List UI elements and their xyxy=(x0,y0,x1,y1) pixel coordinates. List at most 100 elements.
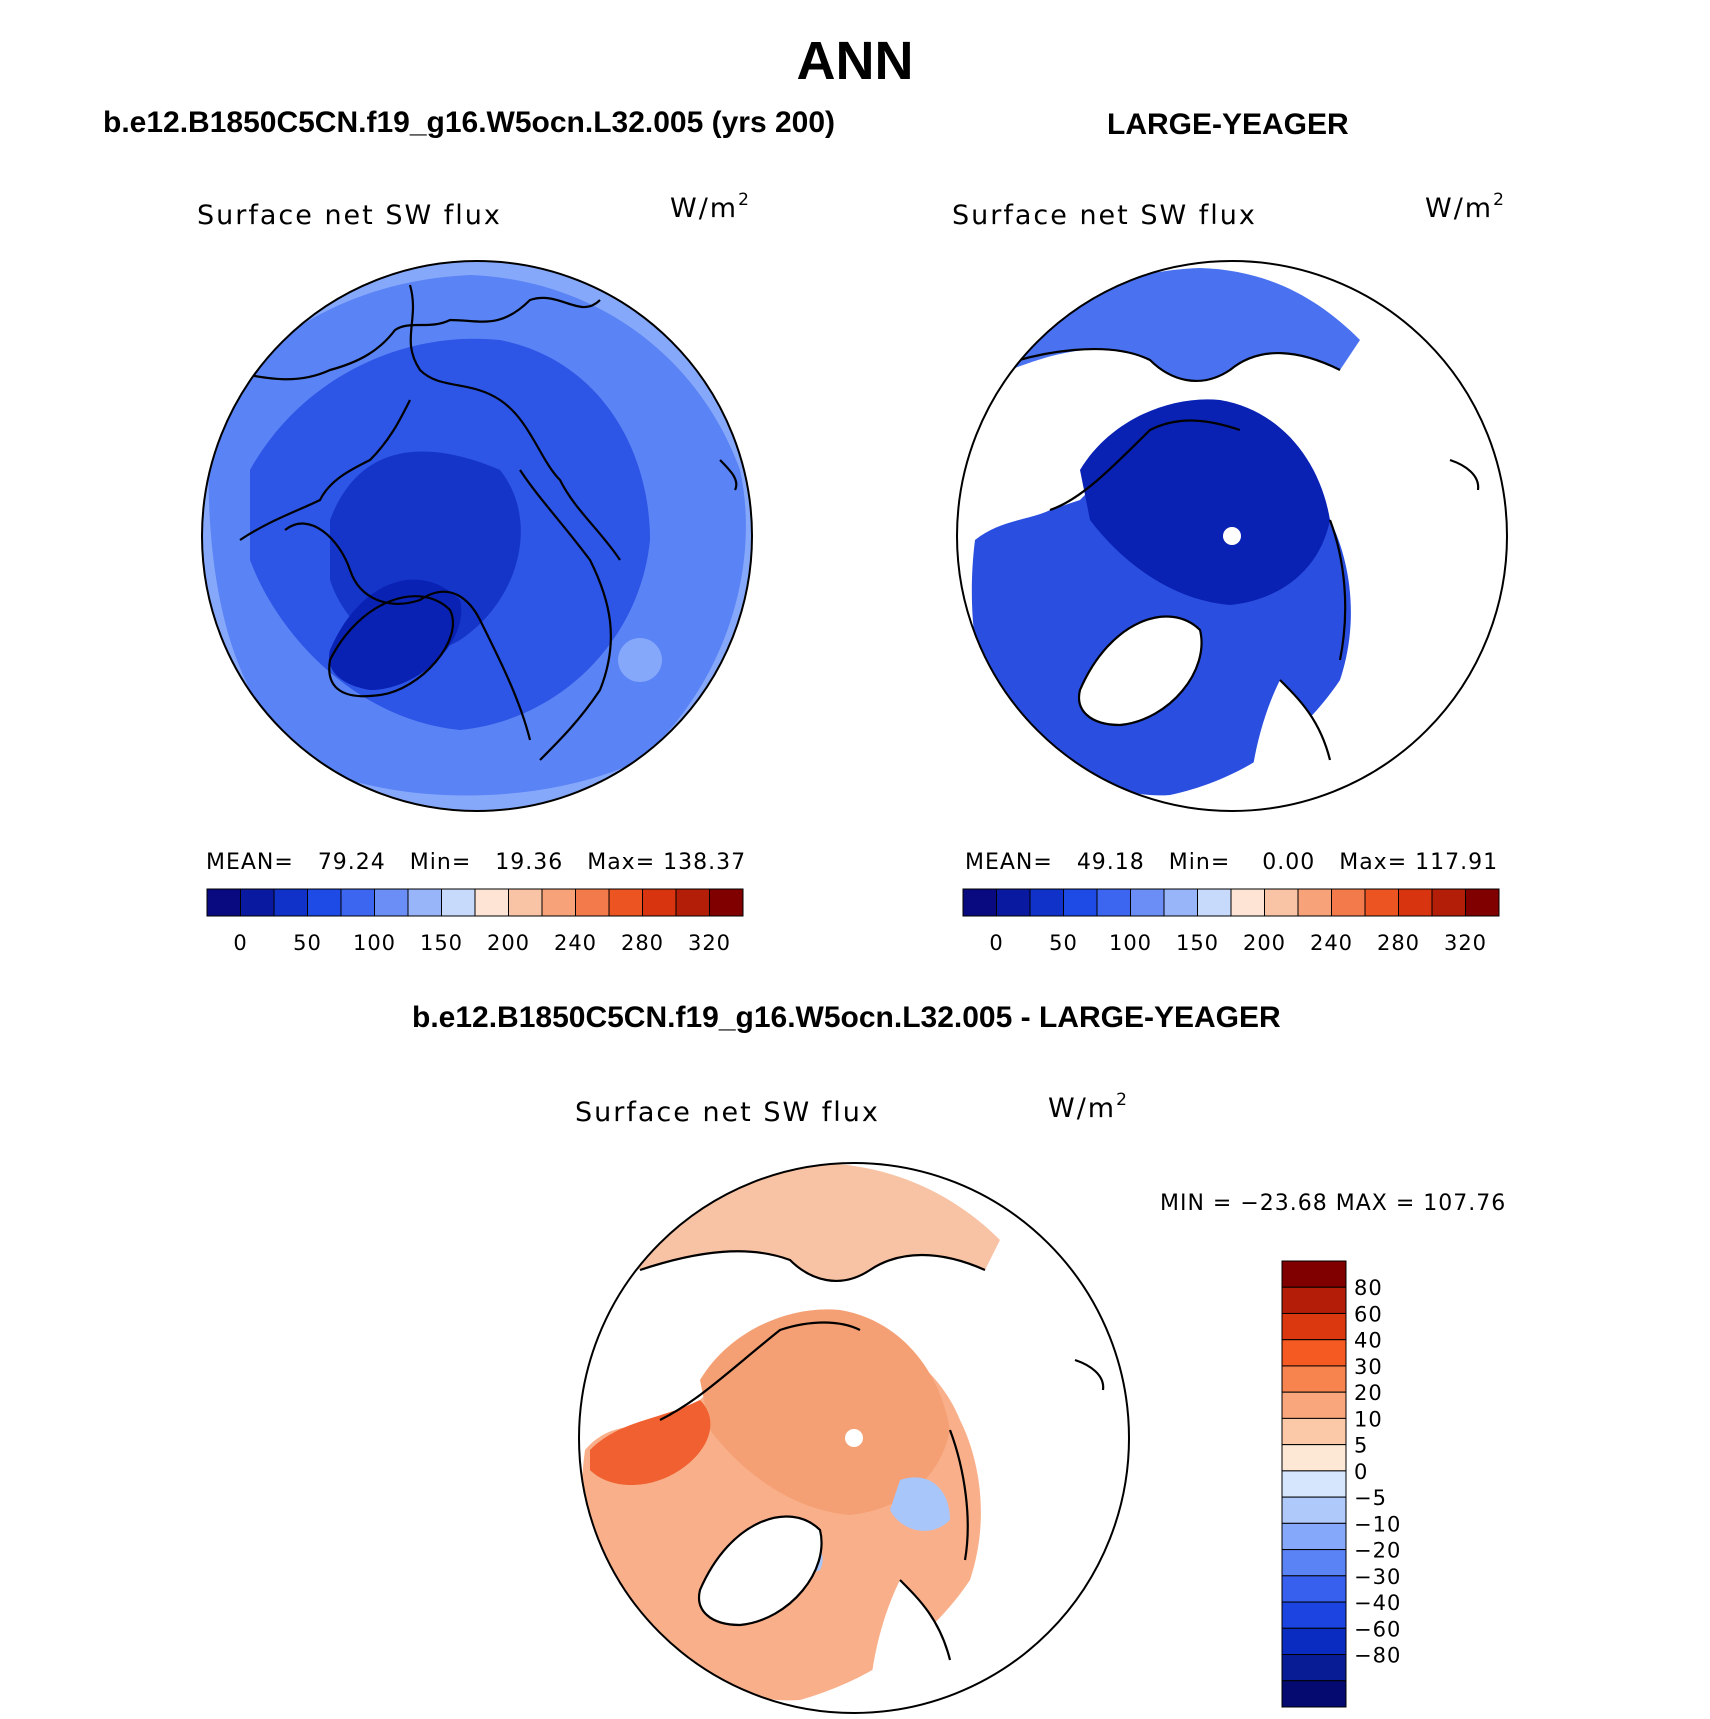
colorbar-difference-tick-label: −40 xyxy=(1354,1591,1401,1615)
panel-1-mean-label: MEAN= xyxy=(206,850,294,875)
colorbar-difference-tick-label: −10 xyxy=(1354,1512,1401,1536)
panel-2-map xyxy=(957,261,1507,811)
colorbar-panel-1-tick-label: 150 xyxy=(420,931,463,955)
colorbar-difference-swatch xyxy=(1281,1549,1347,1577)
panel-1-map-border xyxy=(201,260,753,812)
colorbar-panel-1-swatch xyxy=(508,888,543,917)
diff-case-label: b.e12.B1850C5CN.f19_g16.W5ocn.L32.005 - … xyxy=(412,1001,1281,1034)
panel-1-coastlines xyxy=(234,284,738,761)
colorbar-panel-1-swatch xyxy=(374,888,409,917)
colorbar-panel-1-swatch xyxy=(709,888,744,917)
colorbar-difference-tick-label: −80 xyxy=(1354,1644,1401,1668)
colorbar-panel-1-tick-label: 280 xyxy=(621,931,664,955)
colorbar-difference-tick-label: 5 xyxy=(1354,1434,1368,1458)
colorbar-panel-2-swatch xyxy=(1398,888,1433,917)
panel-2-max-label: Max= xyxy=(1339,850,1408,875)
diff-map-border xyxy=(578,1162,1130,1714)
colorbar-difference-swatch xyxy=(1281,1417,1347,1446)
panel-1-min-label: Min= xyxy=(409,850,472,875)
colorbar-panel-2-swatch xyxy=(1163,888,1198,917)
panel-2-units-text: W/m xyxy=(1425,193,1494,224)
diff-units-text: W/m xyxy=(1048,1093,1117,1124)
colorbar-panel-1-swatch xyxy=(441,888,476,917)
panel-1-max-label: Max= xyxy=(587,850,656,875)
panel-2-max-value: 117.91 xyxy=(1415,850,1499,875)
diff-units: W/m2 xyxy=(1048,1090,1127,1124)
diff-map xyxy=(579,1163,1129,1713)
colorbar-panel-1-tick-label: 0 xyxy=(233,931,247,955)
colorbar-difference-tick-label: 60 xyxy=(1354,1302,1383,1326)
colorbar-panel-2: 0 50 100 150 200 240 280 320 xyxy=(962,888,1500,955)
colorbar-difference-tick-label: 30 xyxy=(1354,1355,1383,1379)
panel-2-arctic-ocean xyxy=(1080,399,1330,605)
colorbar-panel-1-tick-label: 200 xyxy=(487,931,530,955)
colorbar-panel-2-swatch xyxy=(1364,888,1399,917)
panel-2-pole-hole xyxy=(1223,527,1241,545)
colorbar-panel-1-swatch xyxy=(575,888,610,917)
colorbar-difference-tick-label: −20 xyxy=(1354,1539,1401,1563)
colorbar-difference-tick-label: −60 xyxy=(1354,1617,1401,1641)
diff-field-cool xyxy=(890,1477,950,1531)
colorbar-panel-1: 0 50 100 150 200 240 280 320 xyxy=(206,888,744,955)
colorbar-panel-1-swatch xyxy=(240,888,275,917)
panel-2-mean-label: MEAN= xyxy=(965,850,1053,875)
panel-1-units-text: W/m xyxy=(670,193,739,224)
colorbar-difference-swatch xyxy=(1281,1601,1347,1629)
colorbar-panel-1-tick-label: 50 xyxy=(293,931,322,955)
colorbar-panel-1-tick-label: 100 xyxy=(353,931,396,955)
colorbar-difference-swatch xyxy=(1281,1391,1347,1419)
colorbar-difference-tick-label: 80 xyxy=(1354,1276,1383,1300)
panel-1-variable-title: Surface net SW flux xyxy=(197,200,502,231)
colorbar-panel-1-tick-label: 320 xyxy=(688,931,731,955)
colorbar-difference-swatch xyxy=(1281,1470,1347,1498)
panel-2-greenland xyxy=(1079,616,1202,725)
colorbar-panel-1-swatch xyxy=(340,888,375,917)
panel-1-max-value: 138.37 xyxy=(663,850,747,875)
colorbar-panel-2-swatch xyxy=(1331,888,1366,917)
colorbar-panel-2-swatch xyxy=(1264,888,1299,917)
panel-1-case-label: b.e12.B1850C5CN.f19_g16.W5ocn.L32.005 (y… xyxy=(103,106,836,139)
diff-field-pole xyxy=(700,1309,950,1515)
colorbar-panel-2-tick-label: 200 xyxy=(1243,931,1286,955)
colorbar-difference-swatch xyxy=(1281,1260,1347,1288)
diff-minmax: MIN = −23.68 MAX = 107.76 xyxy=(1160,1191,1507,1216)
colorbar-panel-2-swatch xyxy=(996,888,1031,917)
colorbar-panel-1-swatch xyxy=(273,888,308,917)
panel-2-variable-title: Surface net SW flux xyxy=(952,200,1257,231)
colorbar-panel-2-tick-label: 100 xyxy=(1109,931,1152,955)
colorbar-difference-swatch xyxy=(1281,1496,1347,1524)
colorbar-panel-1-swatch xyxy=(608,888,643,917)
panel-1-min-value: 19.36 xyxy=(495,850,564,875)
colorbar-panel-1-swatch xyxy=(307,888,342,917)
panel-1-stats: MEAN= 79.24 Min= 19.36 Max= 138.37 xyxy=(206,850,746,875)
colorbar-difference-swatch xyxy=(1281,1654,1347,1682)
colorbar-panel-2-swatch xyxy=(1096,888,1131,917)
colorbar-panel-1-swatch xyxy=(675,888,710,917)
colorbar-panel-2-swatch xyxy=(962,888,997,917)
colorbar-difference-tick-label: 40 xyxy=(1354,1329,1383,1353)
panel-2-coastlines xyxy=(989,348,1480,761)
colorbar-panel-2-tick-label: 0 xyxy=(989,931,1003,955)
colorbar-panel-2-swatch xyxy=(1197,888,1232,917)
panel-2-map-border xyxy=(956,260,1508,812)
colorbar-difference-tick-label: −5 xyxy=(1354,1486,1387,1510)
colorbar-panel-2-tick-label: 150 xyxy=(1176,931,1219,955)
panel-2-min-label: Min= xyxy=(1168,850,1231,875)
colorbar-panel-2-swatch xyxy=(1297,888,1332,917)
colorbar-panel-1-swatch xyxy=(474,888,509,917)
colorbar-difference-swatch xyxy=(1281,1522,1347,1551)
panel-1-map xyxy=(202,261,752,811)
panel-1-mean-value: 79.24 xyxy=(317,850,386,875)
colorbar-panel-2-swatch xyxy=(1431,888,1466,917)
colorbar-panel-2-swatch xyxy=(1029,888,1064,917)
colorbar-difference-swatch xyxy=(1281,1627,1347,1656)
panel-2-mean-value: 49.18 xyxy=(1076,850,1145,875)
colorbar-panel-1-swatch xyxy=(206,888,241,917)
colorbar-panel-2-tick-label: 240 xyxy=(1310,931,1353,955)
panel-1-units-exponent: 2 xyxy=(738,190,749,210)
colorbar-panel-1-swatch xyxy=(642,888,677,917)
diff-pole-hole xyxy=(845,1429,863,1447)
diff-scandinavia xyxy=(870,1580,950,1700)
panel-2-units: W/m2 xyxy=(1425,190,1504,224)
